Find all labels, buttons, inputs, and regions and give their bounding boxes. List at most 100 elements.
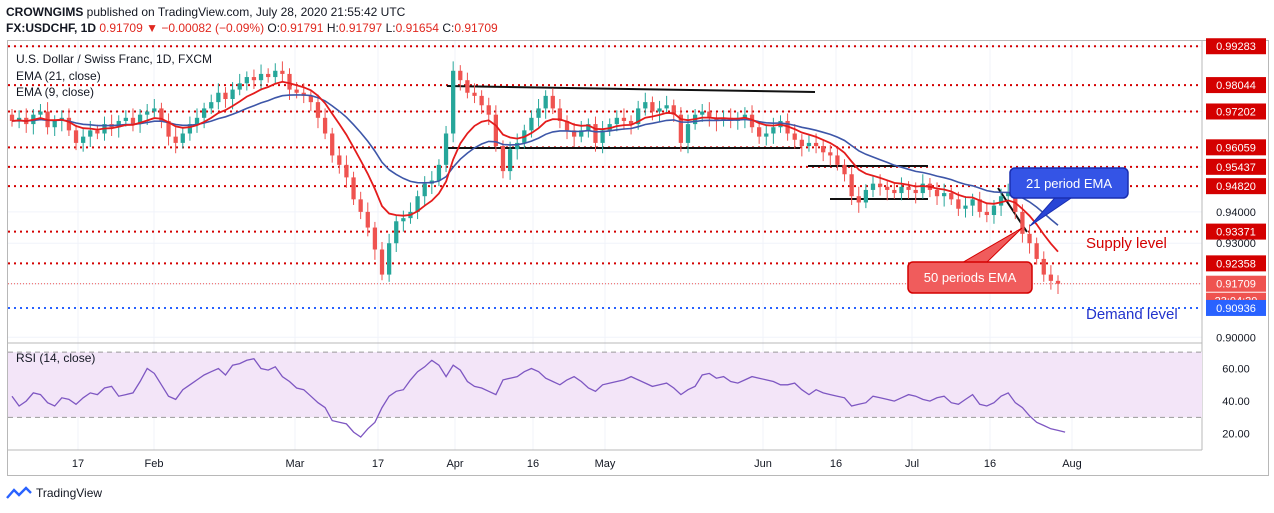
candle-body [116, 120, 121, 128]
price-tick-label: 0.93000 [1216, 238, 1256, 250]
candle-body [280, 70, 285, 74]
candle-body [643, 102, 648, 109]
candle-body [251, 77, 257, 81]
candle-body [714, 117, 719, 121]
time-tick-label: Aug [1062, 458, 1082, 470]
candle-body [799, 139, 804, 147]
symbol-label: FX:USDCHF, 1D [6, 21, 97, 35]
candle-body [137, 114, 143, 125]
candle-body [870, 183, 876, 190]
candle-body [209, 102, 214, 109]
time-tick-label: Mar [286, 458, 305, 470]
symbol-line: FX:USDCHF, 1D 0.91709 ▼ −0.00082 (−0.09%… [6, 20, 498, 36]
price-level-tag-label: 0.92358 [1216, 258, 1256, 270]
candle-body [991, 205, 997, 216]
candle-body [130, 117, 136, 125]
price-level-tag-label: 0.95437 [1216, 162, 1256, 174]
candle-body [529, 117, 534, 131]
price-level-tag-label: 0.94820 [1216, 181, 1256, 193]
candle-body [479, 95, 484, 106]
candle-body [187, 124, 193, 134]
price-level-tag-label: 0.93371 [1216, 227, 1256, 239]
candle-body [66, 117, 72, 131]
candle-body [678, 114, 684, 143]
publish-header: CROWNGIMS published on TradingView.com, … [6, 4, 405, 20]
time-tick-label: Feb [145, 458, 164, 470]
candle-body [308, 95, 313, 103]
time-tick-label: 17 [72, 458, 84, 470]
candle-body [700, 111, 705, 115]
candle-body [88, 130, 93, 137]
candle-body [73, 130, 79, 143]
publish-info: published on TradingView.com, July 28, 2… [86, 5, 406, 19]
candle-body [685, 124, 691, 143]
time-tick-label: Jul [905, 458, 919, 470]
candle-body [1034, 243, 1039, 259]
candle-body [507, 149, 513, 172]
close-value: 0.91709 [454, 21, 498, 35]
candle-body [771, 127, 776, 134]
price-change: −0.00082 (−0.09%) [161, 21, 265, 35]
candle-body [636, 108, 641, 125]
candle-body [664, 105, 669, 109]
price-level-tag [1206, 223, 1266, 240]
rsi-tick-label: 20.00 [1222, 429, 1250, 441]
candle-body [152, 108, 157, 112]
price-tick-label: 0.94000 [1216, 207, 1256, 219]
candle-body [486, 105, 491, 115]
candle-body [849, 174, 854, 197]
candle-body [458, 70, 463, 81]
candle-body [273, 70, 278, 78]
candle-body [813, 142, 819, 147]
candle-body [877, 183, 883, 187]
candle-body [465, 80, 470, 93]
rsi-tick-label: 60.00 [1222, 363, 1250, 375]
candle-body [835, 155, 840, 165]
price-level-tag [1206, 299, 1266, 316]
candle-body [230, 89, 235, 100]
candle-body [216, 92, 221, 103]
candle-body [572, 130, 577, 137]
candle-body [764, 133, 769, 137]
candle-body [956, 199, 961, 209]
candle-body [842, 164, 847, 175]
candle-body [906, 186, 911, 190]
candle-body [920, 183, 925, 194]
candle-body [671, 105, 676, 115]
candle-body [159, 108, 164, 121]
candle-body [330, 133, 335, 156]
candle-body [564, 120, 570, 131]
candle-body [223, 92, 228, 100]
candle-body [863, 189, 869, 203]
candle-body [892, 189, 897, 194]
candle-body [1055, 280, 1061, 284]
time-tick-label: 16 [984, 458, 996, 470]
candle-body [621, 117, 627, 121]
candle-body [337, 155, 342, 165]
candle-body [984, 211, 989, 216]
candle-body [145, 111, 150, 115]
candle-body [95, 130, 100, 134]
rsi-line [11, 357, 1066, 438]
candle-body [821, 146, 826, 153]
tradingview-footer[interactable]: TradingView [6, 486, 102, 500]
chart-frame [7, 40, 1269, 476]
candle-body [201, 108, 207, 118]
supply-level-label: Supply level [1086, 235, 1167, 252]
tradingview-logo-icon [6, 486, 32, 499]
last-price-tag [1206, 275, 1266, 292]
candle-body [856, 196, 861, 203]
candle-body [557, 108, 563, 121]
price-level-tag-label: 0.97202 [1216, 106, 1256, 118]
candle-body [16, 117, 22, 121]
candle-body [500, 146, 506, 172]
candle-body [913, 189, 918, 194]
candle-body [628, 120, 634, 125]
candle-body [828, 152, 833, 156]
rsi-tick-label: 40.00 [1222, 396, 1250, 408]
legend-ema9: EMA (9, close) [16, 85, 94, 99]
candle-body [721, 117, 726, 121]
candle-body [1006, 193, 1011, 197]
candle-body [607, 124, 612, 131]
